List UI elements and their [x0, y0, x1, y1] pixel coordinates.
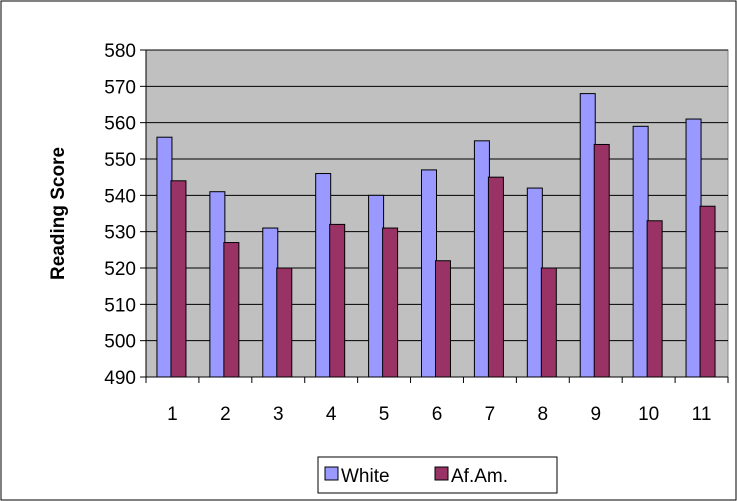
y-tick-label: 570 [104, 77, 136, 98]
bar-white-5 [368, 194, 385, 378]
x-tick-label: 5 [379, 404, 390, 425]
y-tick-label: 490 [104, 368, 136, 389]
y-axis-label: Reading Score [48, 147, 69, 280]
bar-white-7 [473, 140, 490, 378]
x-tick-label: 8 [538, 404, 549, 425]
bar-white-8 [526, 187, 543, 378]
x-tick-label: 4 [326, 404, 337, 425]
bar-afam-5 [382, 227, 399, 378]
legend-label-white: White [341, 466, 390, 487]
bar-afam-1 [170, 180, 187, 378]
bar-afam-10 [646, 220, 663, 378]
y-tick-label: 540 [104, 186, 136, 207]
bar-afam-4 [329, 223, 346, 378]
bar-afam-6 [435, 260, 451, 378]
y-tick-label: 580 [104, 41, 136, 62]
legend-swatch-white [324, 466, 339, 481]
y-tick-label: 520 [104, 259, 136, 280]
x-tick-label: 11 [692, 404, 712, 425]
x-tick-label: 1 [167, 404, 178, 425]
y-tick-label: 550 [104, 150, 136, 171]
bar-white-9 [579, 93, 596, 378]
y-tick-label: 560 [104, 114, 136, 135]
legend-swatch-afam [434, 466, 449, 481]
y-tick-label: 530 [104, 223, 136, 244]
bar-white-11 [685, 118, 702, 378]
bar-white-4 [315, 173, 332, 378]
bar-afam-2 [223, 242, 240, 378]
x-tick-label: 2 [220, 404, 231, 425]
x-tick-label: 9 [590, 404, 601, 425]
y-tick-label: 510 [104, 295, 136, 316]
x-tick-label: 10 [638, 404, 659, 425]
bar-afam-8 [540, 267, 557, 378]
bar-white-6 [421, 169, 437, 378]
x-tick-label: 7 [485, 404, 496, 425]
bar-afam-9 [593, 143, 610, 378]
bar-white-3 [262, 227, 279, 378]
bar-afam-3 [276, 267, 293, 378]
bar-white-1 [156, 136, 173, 378]
bar-white-10 [632, 125, 649, 378]
bar-afam-11 [699, 205, 716, 378]
bar-white-2 [209, 191, 226, 378]
y-tick-label: 500 [104, 332, 136, 353]
x-tick-label: 3 [273, 404, 284, 425]
bar-afam-7 [487, 176, 504, 378]
x-tick-label: 6 [432, 404, 443, 425]
legend-label-afam: Af.Am. [451, 466, 508, 487]
